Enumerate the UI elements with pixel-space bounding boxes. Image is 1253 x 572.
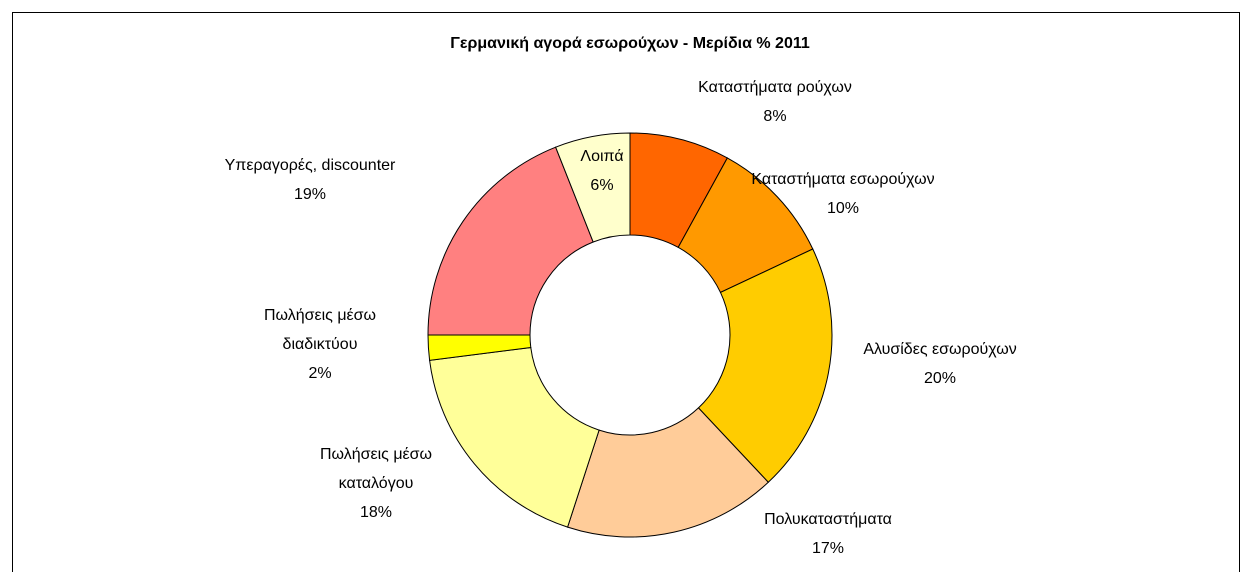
category-label: Καταστήματα εσωρούχων [751, 171, 935, 188]
chart-title: Γερμανική αγορά εσωρούχων - Μερίδια % 20… [450, 35, 810, 52]
donut-slice [554, 132, 631, 243]
donut-slice [427, 146, 594, 336]
category-label: Πολυκαταστήματα [764, 511, 892, 528]
value-label: 19% [293, 186, 327, 203]
value-label: 6% [590, 177, 614, 194]
category-label: Πωλήσεις μέσω καταλόγου [319, 446, 433, 492]
value-label: 20% [923, 370, 957, 387]
category-label: Υπεραγορές, discounter [224, 157, 396, 174]
value-label: 18% [359, 504, 393, 521]
value-label: 17% [811, 540, 845, 557]
data-label: Πωλήσεις μέσω διαδικτύου 2% [240, 301, 400, 388]
donut-slice [566, 407, 769, 538]
category-label: Λοιπά [580, 148, 624, 165]
donut-slice [697, 248, 833, 483]
category-label: Καταστήματα ρούχων [698, 79, 852, 96]
data-label: Καταστήματα εσωρούχων 10% [751, 165, 934, 223]
data-label: Καταστήματα ρούχων 8% [698, 73, 852, 131]
category-label: Πωλήσεις μέσω διαδικτύου [263, 307, 377, 353]
data-label: Υπεραγορές, discounter 19% [225, 151, 396, 209]
category-label: Αλυσίδες εσωρούχων [863, 341, 1017, 358]
data-label: Πωλήσεις μέσω καταλόγου 18% [296, 440, 456, 527]
value-label: 2% [308, 365, 332, 382]
data-label: Λοιπά 6% [580, 142, 623, 200]
data-label: Αλυσίδες εσωρούχων 20% [863, 335, 1016, 393]
value-label: 10% [826, 200, 860, 217]
data-label: Πολυκαταστήματα 17% [764, 505, 892, 563]
value-label: 8% [763, 108, 787, 125]
donut-slice [429, 346, 600, 528]
